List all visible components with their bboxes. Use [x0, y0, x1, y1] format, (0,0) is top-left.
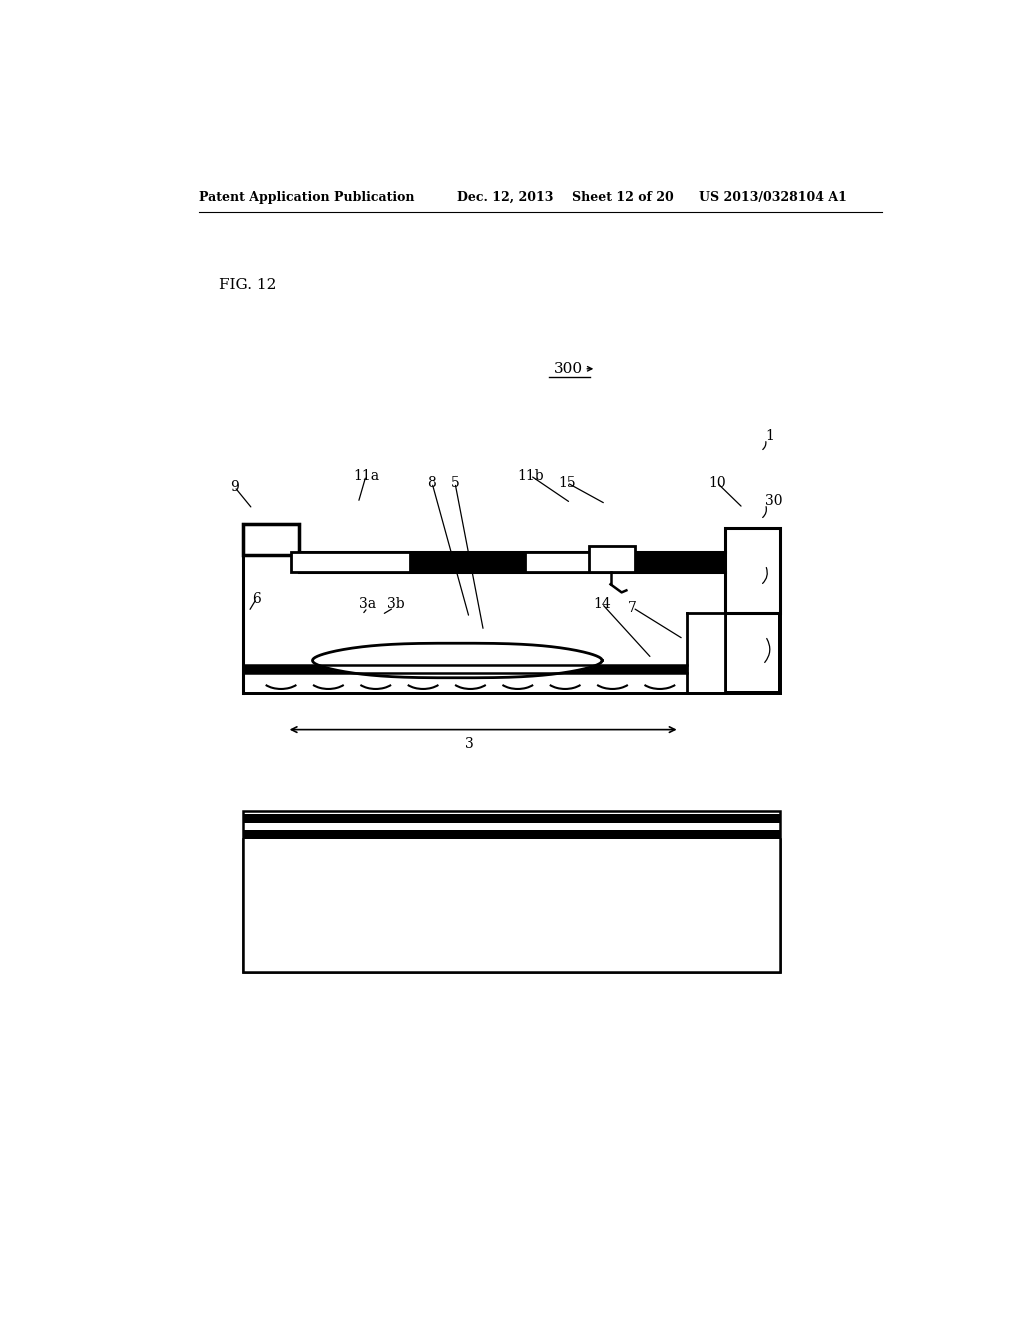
Text: 10: 10 — [708, 475, 726, 490]
Text: 14: 14 — [593, 597, 610, 611]
Bar — [689, 615, 723, 690]
Bar — [524, 552, 632, 572]
Text: Dec. 12, 2013: Dec. 12, 2013 — [458, 190, 554, 203]
Bar — [725, 612, 780, 693]
Bar — [243, 552, 780, 693]
Text: FIG. 12: FIG. 12 — [219, 279, 276, 293]
Text: Sheet 12 of 20: Sheet 12 of 20 — [572, 190, 674, 203]
Text: 30: 30 — [765, 494, 782, 508]
Bar — [243, 830, 780, 840]
Bar — [299, 552, 725, 572]
Text: 9: 9 — [230, 479, 239, 494]
Text: 3b: 3b — [387, 597, 406, 611]
Text: 3: 3 — [465, 737, 474, 751]
Text: 4: 4 — [765, 626, 774, 639]
Text: 11b: 11b — [517, 469, 544, 483]
Bar — [243, 814, 780, 824]
Bar — [291, 552, 410, 572]
Text: 3a: 3a — [359, 597, 376, 611]
Text: 7: 7 — [629, 601, 637, 615]
Text: 300: 300 — [554, 362, 583, 376]
Text: 6: 6 — [252, 591, 261, 606]
Text: 5: 5 — [451, 475, 460, 490]
Bar — [243, 840, 780, 972]
Text: US 2013/0328104 A1: US 2013/0328104 A1 — [699, 190, 847, 203]
Text: 2: 2 — [765, 554, 774, 568]
Text: 1: 1 — [765, 429, 774, 444]
Text: Patent Application Publication: Patent Application Publication — [200, 190, 415, 203]
Bar — [725, 528, 780, 612]
Text: 8: 8 — [428, 475, 436, 490]
Bar — [243, 664, 687, 673]
Text: 11a: 11a — [353, 469, 379, 483]
Polygon shape — [312, 643, 602, 677]
Text: 15: 15 — [558, 475, 575, 490]
Bar — [243, 810, 780, 972]
Bar — [589, 545, 635, 572]
Bar — [243, 524, 299, 554]
Bar — [727, 615, 778, 690]
